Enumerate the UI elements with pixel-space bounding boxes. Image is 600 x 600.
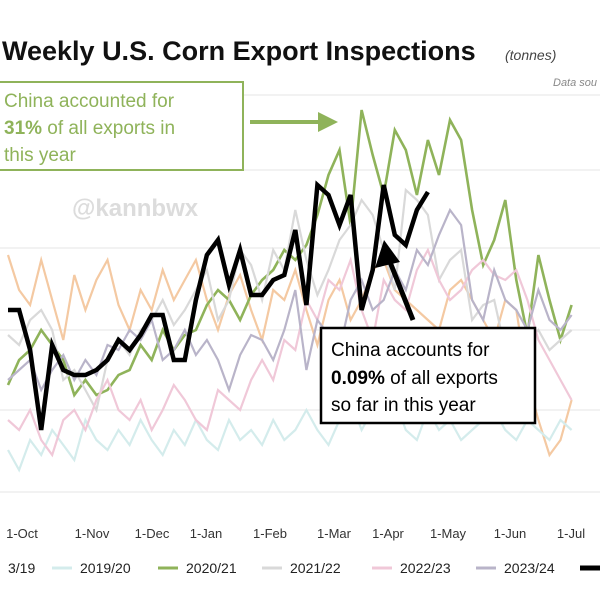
black-note-line2: 0.09% of all exports [331,368,498,389]
green-note-line2-rest: of all exports in [42,118,175,139]
series-line-2021-22 [7,187,573,414]
legend-label: 2019/20 [80,560,131,576]
legend-label: 2021/22 [290,560,341,576]
green-note-value: 31% [4,118,42,139]
chart-title: Weekly U.S. Corn Export Inspections [2,36,476,66]
series-line-2024-25 [8,180,430,431]
black-annotation: China accounts for 0.09% of all exports … [319,240,537,425]
legend-item: 2022/23 [372,560,451,576]
green-arrow-head [318,112,338,132]
legend-label: 3/19 [8,560,35,576]
black-note-line2-rest: of all exports [385,368,498,389]
x-tick-label: 1-May [430,526,467,541]
legend-item: 2020/21 [158,560,237,576]
legend-item: 2019/20 [52,560,131,576]
green-note-line1: China accounted for [4,91,175,112]
black-note-value: 0.09% [331,368,385,389]
black-note-line3: so far in this year [331,395,476,416]
x-tick-label: 1-Apr [372,526,404,541]
green-annotation-box [0,81,244,171]
series-line-2023-24 [7,207,573,394]
legend-item: 2021/22 [262,560,341,576]
legend-label: 2023/24 [504,560,555,576]
x-axis-ticks: 1-Oct 1-Nov 1-Dec 1-Jan 1-Feb 1-Mar 1-Apr 1-May… [6,526,585,541]
green-note-line3: this year [4,145,76,166]
legend-label: 2020/21 [186,560,237,576]
x-tick-label: 1-Nov [75,526,110,541]
series-line-2019-20 [7,397,573,473]
legend-item: 3/19 [8,560,35,576]
chart-unit: (tonnes) [505,47,556,63]
source-note: Data sou [553,77,597,89]
legend-item: 2023/24 [476,560,555,576]
black-annotation-box [319,326,537,425]
black-note-line1: China accounts for [331,340,490,361]
legend: 3/19 2019/20 2020/21 2021/22 2022/23 2023/24 [8,560,600,576]
black-arrow-shaft [387,261,416,321]
x-tick-label: 1-Dec [135,526,170,541]
black-arrow-head [375,240,400,268]
x-tick-label: 1-Mar [317,526,352,541]
x-tick-label: 1-Jun [494,526,527,541]
x-tick-label: 1-Jul [557,526,585,541]
legend-label: 2022/23 [400,560,451,576]
x-tick-label: 1-Jan [190,526,223,541]
watermark: @kannbwx [72,195,199,222]
x-tick-label: 1-Feb [253,526,287,541]
x-tick-label: 1-Oct [6,526,38,541]
green-note-line2: 31% of all exports in [4,118,175,139]
series-line-2022-23 [7,247,573,458]
green-annotation: China accounted for 31% of all exports i… [0,81,338,171]
series-layer [6,109,573,473]
